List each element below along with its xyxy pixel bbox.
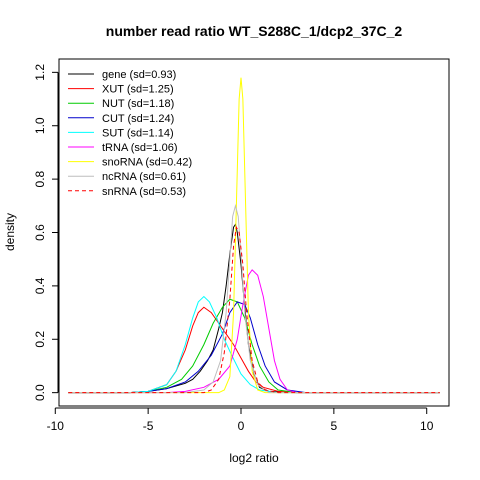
y-axis: 0.0 0.2 0.4 0.6 0.8 1.0 1.2 — [33, 64, 59, 401]
series-line — [68, 295, 440, 394]
legend-label: CUT (sd=1.24) — [102, 113, 174, 125]
x-tick-label: 0 — [238, 419, 245, 433]
y-axis-label: density — [3, 213, 17, 251]
series-line — [68, 298, 440, 394]
legend-label: tRNA (sd=1.06) — [102, 142, 178, 154]
series-line — [68, 225, 440, 394]
y-tick-label: 0.8 — [33, 170, 47, 187]
legend-label: XUT (sd=1.25) — [102, 84, 174, 96]
y-tick-label: 0.4 — [33, 277, 47, 294]
legend-label: ncRNA (sd=0.61) — [102, 171, 186, 183]
legend-label: NUT (sd=1.18) — [102, 98, 174, 110]
x-axis: -10 -5 0 5 10 — [47, 407, 434, 433]
y-tick-label: 1.0 — [33, 117, 47, 134]
legend-label: snRNA (sd=0.53) — [102, 186, 186, 198]
y-tick-label: 1.2 — [33, 64, 47, 81]
chart-title: number read ratio WT_S288C_1/dcp2_37C_2 — [106, 23, 403, 39]
legend-label: SUT (sd=1.14) — [102, 127, 174, 139]
x-tick-label: -10 — [47, 419, 65, 433]
legend-label: snoRNA (sd=0.42) — [102, 157, 192, 169]
y-tick-label: 0.2 — [33, 331, 47, 348]
y-tick-label: 0.0 — [33, 384, 47, 401]
series-line — [68, 269, 440, 394]
legend: gene (sd=0.93) XUT (sd=1.25) NUT (sd=1.18)… — [68, 69, 192, 198]
series-line — [68, 203, 440, 394]
series-line — [68, 77, 440, 394]
plot-frame — [58, 58, 450, 407]
series-layer — [68, 77, 440, 394]
y-tick-label: 0.6 — [33, 224, 47, 241]
x-axis-label: log2 ratio — [229, 451, 279, 465]
x-tick-label: -5 — [143, 419, 154, 433]
x-tick-label: 10 — [420, 419, 434, 433]
x-tick-label: 5 — [331, 419, 338, 433]
legend-label: gene (sd=0.93) — [102, 69, 176, 81]
